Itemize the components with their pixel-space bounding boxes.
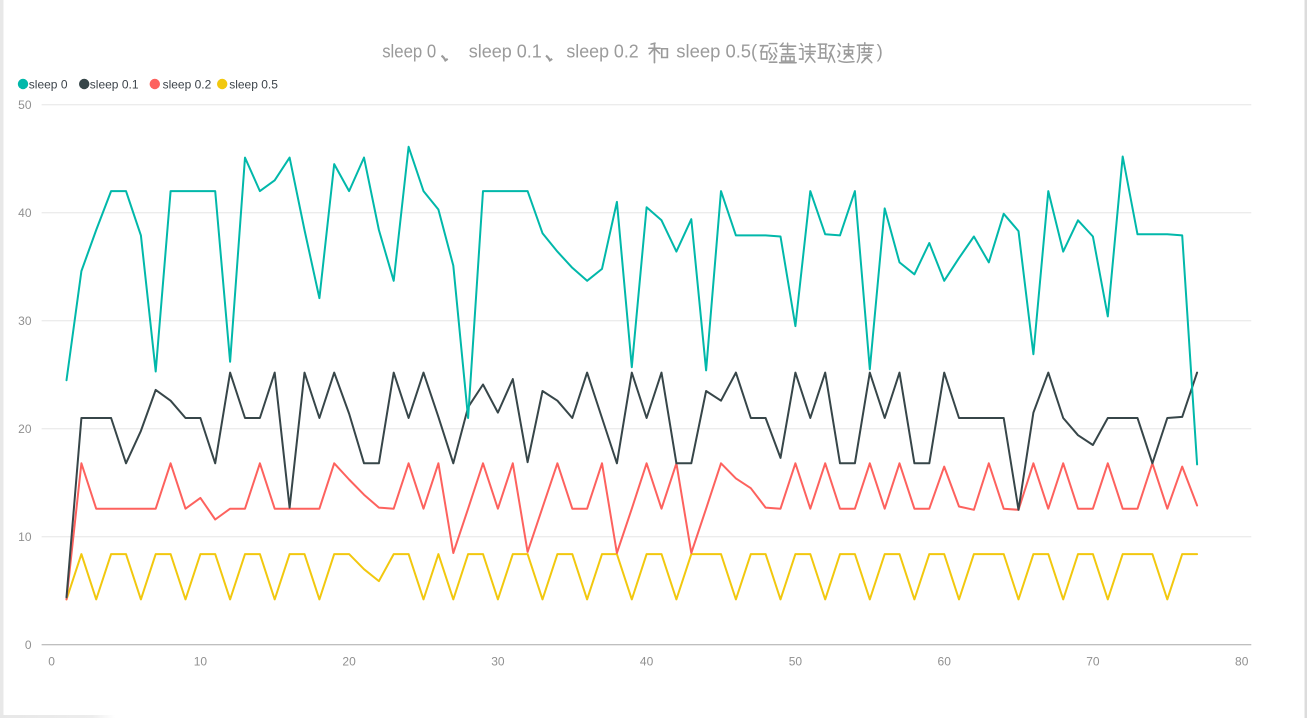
svg-text:20: 20 (342, 654, 356, 668)
svg-text:30: 30 (491, 654, 505, 668)
svg-text:40: 40 (18, 206, 32, 220)
svg-text:0: 0 (25, 638, 32, 652)
svg-text:sleep 0.1: sleep 0.1 (469, 42, 542, 62)
svg-text:sleep 0.1: sleep 0.1 (90, 78, 139, 92)
svg-text:30: 30 (18, 314, 32, 328)
svg-text:80: 80 (1235, 654, 1249, 668)
svg-text:sleep 0.5(: sleep 0.5( (676, 42, 757, 62)
svg-text:70: 70 (1086, 654, 1100, 668)
svg-text:0: 0 (48, 654, 55, 668)
svg-text:sleep 0.2: sleep 0.2 (163, 78, 212, 92)
svg-text:sleep 0: sleep 0 (382, 42, 436, 62)
svg-text:10: 10 (194, 654, 208, 668)
svg-text:sleep 0.2: sleep 0.2 (566, 42, 638, 62)
svg-text:): ) (877, 42, 883, 62)
svg-text:50: 50 (18, 98, 32, 112)
svg-text:sleep 0.5: sleep 0.5 (229, 78, 278, 92)
svg-text:20: 20 (18, 422, 32, 436)
svg-text:50: 50 (789, 654, 803, 668)
svg-text:60: 60 (938, 654, 952, 668)
svg-text:sleep 0: sleep 0 (29, 78, 68, 92)
svg-text:10: 10 (18, 530, 32, 544)
svg-text:40: 40 (640, 654, 654, 668)
